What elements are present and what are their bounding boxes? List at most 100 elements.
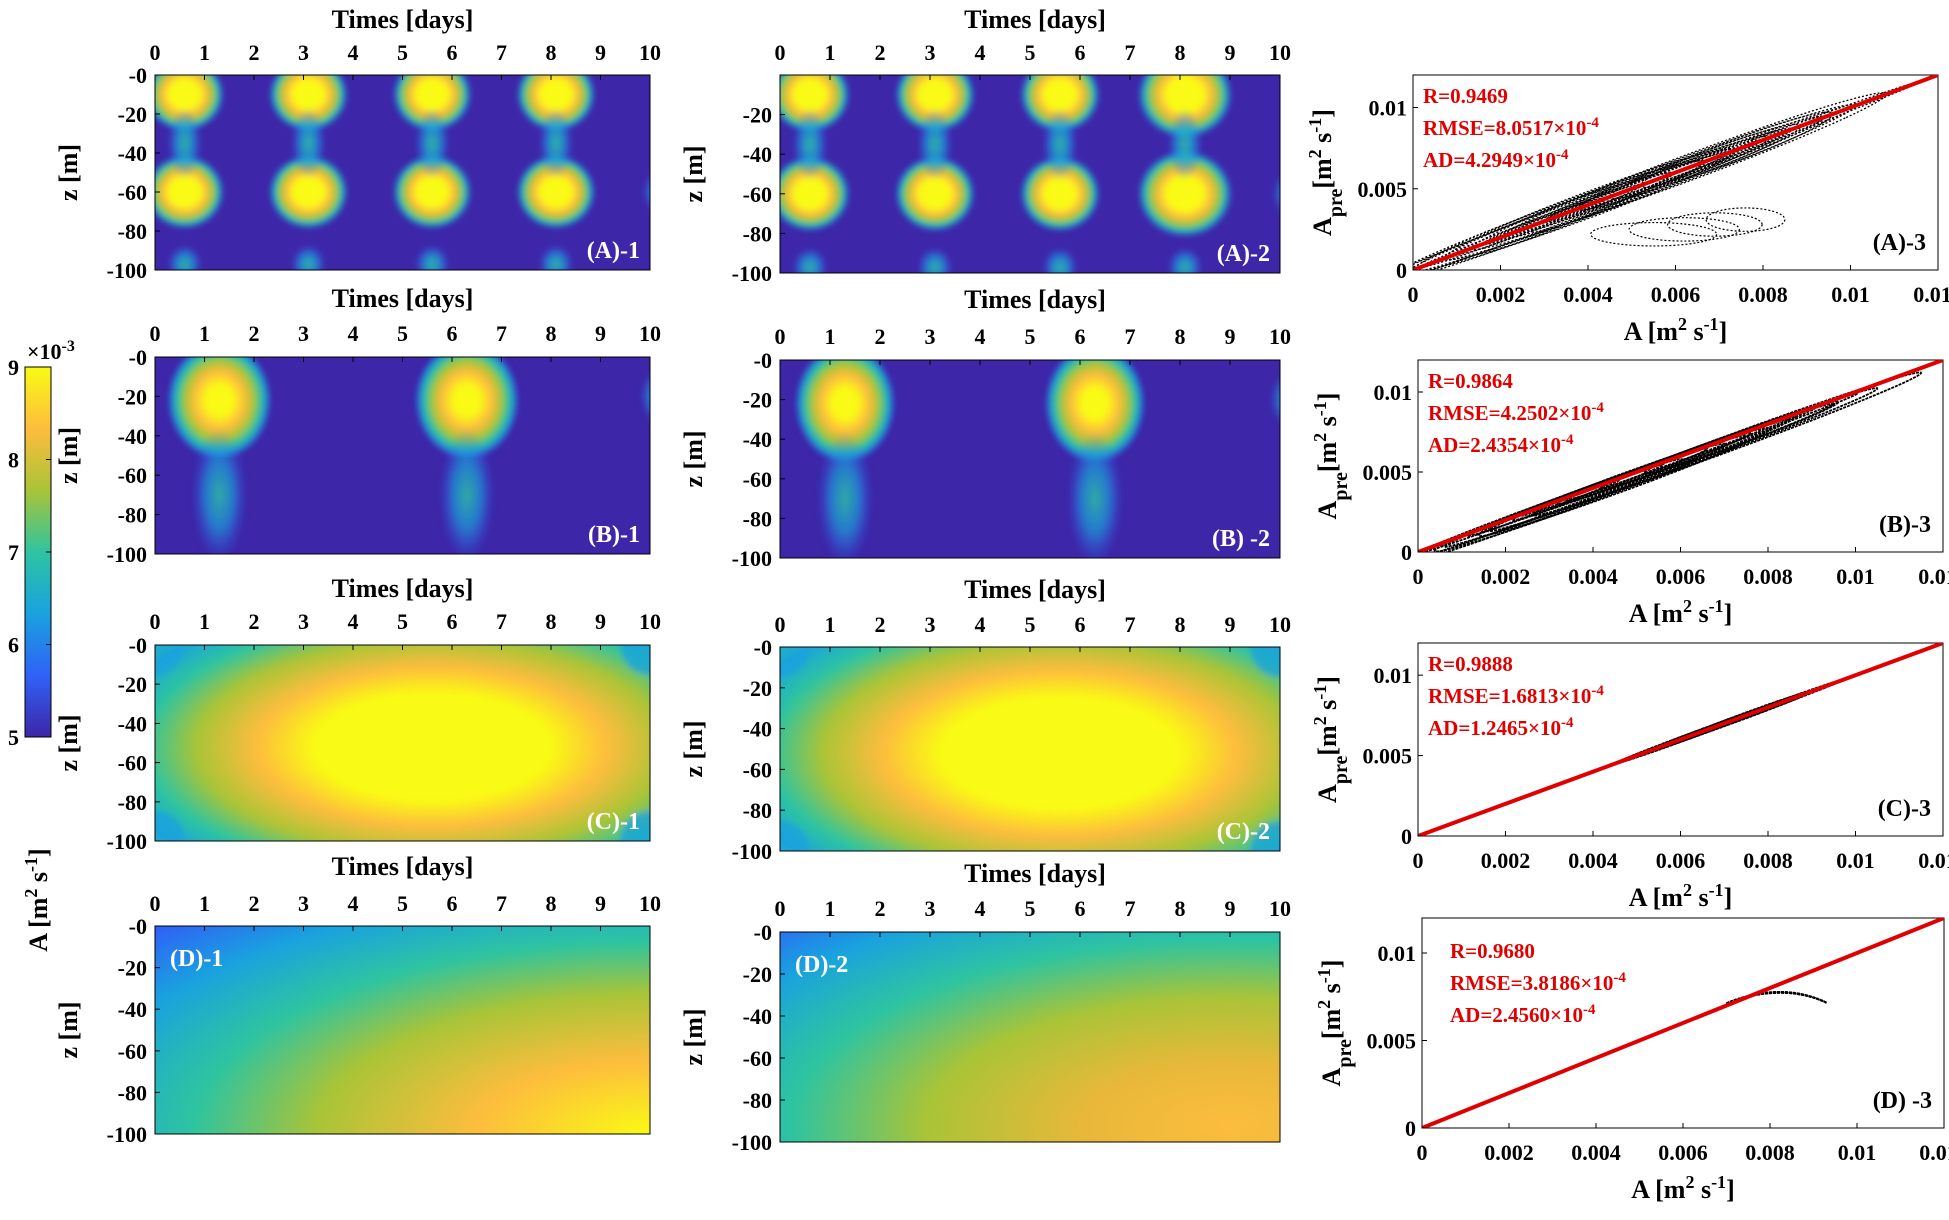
heatmap-x-tick: 0: [150, 609, 161, 634]
heatmap-peak: [268, 75, 349, 132]
heatmap-peak: [780, 932, 1280, 1142]
heatmap-y-tick: -100: [732, 261, 772, 286]
heatmap-x-tick: 3: [298, 609, 309, 634]
scatter-x-tick: 0.002: [1484, 1140, 1534, 1165]
heatmap-time-label: Times [days]: [332, 5, 474, 34]
scatter-stat-ad: AD=2.4560×10-4: [1450, 1002, 1596, 1027]
heatmap-peak: [167, 357, 272, 460]
heatmap-y-tick: -40: [118, 711, 147, 736]
scatter-x-tick: 0.006: [1651, 282, 1701, 307]
heatmap-time-label: Times [days]: [964, 859, 1106, 888]
heatmap-z-label: z [m]: [679, 145, 708, 202]
heatmap-x-tick: 8: [546, 321, 557, 346]
heatmap-y-tick: -20: [118, 102, 147, 127]
heatmap-peak: [780, 75, 850, 133]
heatmap-z-label: z [m]: [54, 1001, 83, 1058]
heatmap-y-tick: -0: [129, 345, 147, 370]
heatmap-field: [780, 75, 1280, 273]
heatmap-y-tick: -20: [743, 103, 772, 128]
heatmap-y-tick: -0: [129, 63, 147, 88]
heatmap-x-tick: 6: [1075, 40, 1086, 65]
heatmap-time-label: Times [days]: [332, 574, 474, 603]
scatter-stat-rmse: RMSE=4.2502×10-4: [1428, 400, 1604, 425]
heatmap-x-tick: 7: [496, 321, 507, 346]
heatmap-x-tick: 4: [975, 896, 986, 921]
scatter-data-curve: [1705, 207, 1786, 232]
scatter-xlabel: A [m2 s-1]: [1629, 596, 1732, 628]
heatmap-x-tick: 5: [397, 40, 408, 65]
heatmap-panel-label: (B)-1: [588, 522, 640, 548]
heatmap-y-tick: -100: [732, 546, 772, 571]
heatmap-x-tick: 2: [249, 40, 260, 65]
heatmap-x-tick: 7: [1125, 612, 1136, 637]
scatter-x-tick: 0.012: [1918, 564, 1949, 589]
heatmap-peak: [1137, 150, 1233, 238]
scatter-x-tick: 0.012: [1919, 1140, 1949, 1165]
heatmap-y-tick: -20: [743, 962, 772, 987]
heatmap-x-tick: 5: [1025, 40, 1036, 65]
heatmap-y-tick: -80: [118, 219, 147, 244]
scatter-y-tick: 0.005: [1363, 460, 1413, 485]
heatmap-y-tick: -60: [118, 180, 147, 205]
heatmap-y-tick: -40: [118, 424, 147, 449]
heatmap-x-tick: 6: [447, 321, 458, 346]
heatmap-peak: [1045, 360, 1145, 463]
heatmap-x-tick: 1: [199, 609, 210, 634]
scatter-y-tick: 0.01: [1374, 663, 1413, 688]
heatmap-x-tick: 8: [1175, 612, 1186, 637]
scatter-fit-line: [1418, 643, 1943, 836]
scatter-panel-label: (C)-3: [1878, 796, 1931, 822]
panel-a-2: Times [days] 0 1 2 3 4 5 6 7 8 9 10 -20 -40 -60 -80 -100…: [679, 5, 1291, 286]
heatmap-y-tick: -60: [743, 1046, 772, 1071]
heatmap-y-tick: -80: [118, 1080, 147, 1105]
colorbar-tick-label: 9: [8, 355, 19, 380]
heatmap-peak: [392, 75, 472, 132]
heatmap-time-label: Times [days]: [964, 285, 1106, 314]
heatmap-y-tick: -0: [754, 635, 772, 660]
heatmap-time-label: Times [days]: [964, 575, 1106, 604]
heatmap-x-tick: 3: [925, 612, 936, 637]
scatter-x-tick: 0.004: [1571, 1140, 1621, 1165]
heatmap-x-tick: 9: [595, 609, 606, 634]
heatmap-y-tick: -100: [732, 839, 772, 864]
heatmap-peak: [895, 75, 975, 133]
heatmap-x-tick: 7: [496, 891, 507, 916]
scatter-ylabel: Apre[m2 s-1]: [1310, 676, 1352, 803]
panel-c-1: Times [days] 0 1 2 3 4 5 6 7 8 9 10 -0 -20 -40 -60 -80 -1…: [54, 574, 661, 854]
panel-a-3: 0 0.002 0.004 0.006 0.008 0.01 0.012 0 0.005 0.01…: [1305, 74, 1949, 346]
heatmap-x-tick: 4: [975, 324, 986, 349]
heatmap-peak: [516, 75, 596, 132]
heatmap-x-tick: 2: [249, 321, 260, 346]
heatmap-x-tick: 1: [825, 40, 836, 65]
scatter-x-tick: 0.008: [1743, 564, 1793, 589]
heatmap-x-tick: 5: [1025, 896, 1036, 921]
scatter-data-curve: [1667, 212, 1763, 237]
heatmap-panel-label: (C)-1: [587, 809, 640, 835]
heatmap-peak: [895, 156, 975, 232]
scatter-xlabel: A [m2 s-1]: [1629, 880, 1732, 912]
scatter-panel-label: (A)-3: [1873, 230, 1926, 256]
heatmap-y-tick: -40: [118, 997, 147, 1022]
heatmap-y-tick: -100: [107, 829, 147, 854]
heatmap-y-tick: -80: [743, 221, 772, 246]
heatmap-field: [780, 932, 1280, 1142]
heatmap-z-label: z [m]: [54, 144, 83, 201]
heatmap-x-tick: 8: [1175, 324, 1186, 349]
scatter-data-curve: [1466, 463, 1665, 537]
heatmap-y-tick: -100: [107, 258, 147, 283]
heatmap-x-tick: 8: [546, 891, 557, 916]
heatmap-peak: [155, 154, 225, 230]
heatmap-x-tick: 5: [1025, 612, 1036, 637]
panel-b-2: Times [days] 0 1 2 3 4 5 6 7 8 9 10 -0 -20 -40 -60 -80 -1…: [679, 285, 1291, 571]
scatter-y-tick: 0: [1401, 540, 1412, 565]
scatter-stat-r: R=0.9864: [1428, 369, 1513, 393]
scatter-x-tick: 0.01: [1838, 1140, 1877, 1165]
heatmap-x-tick: 10: [1269, 612, 1291, 637]
colorbar-tick-label: 8: [8, 448, 19, 473]
scatter-stat-r: R=0.9469: [1423, 84, 1508, 108]
heatmap-peak: [780, 156, 850, 232]
heatmap-x-tick: 8: [1175, 896, 1186, 921]
heatmap-time-label: Times [days]: [332, 284, 474, 313]
heatmap-field: [155, 926, 650, 1134]
heatmap-peak: [155, 75, 225, 132]
